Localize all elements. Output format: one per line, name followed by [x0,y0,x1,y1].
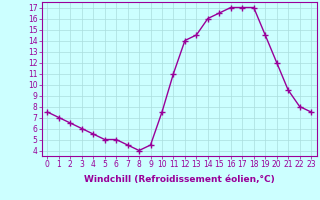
X-axis label: Windchill (Refroidissement éolien,°C): Windchill (Refroidissement éolien,°C) [84,175,275,184]
